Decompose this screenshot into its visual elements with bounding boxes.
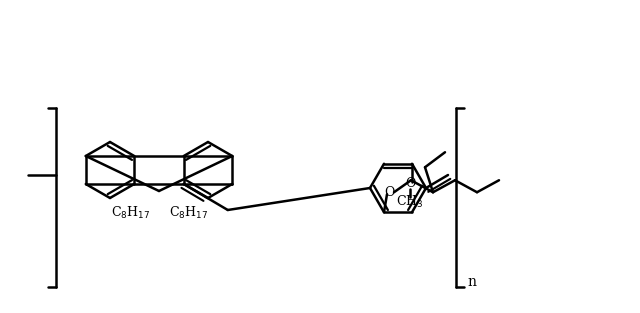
- Text: C$_8$H$_{17}$: C$_8$H$_{17}$: [111, 205, 150, 221]
- Text: O: O: [384, 186, 394, 199]
- Text: C$_8$H$_{17}$: C$_8$H$_{17}$: [170, 205, 209, 221]
- Text: n: n: [467, 275, 477, 289]
- Text: O: O: [405, 177, 415, 190]
- Text: CH$_3$: CH$_3$: [396, 194, 424, 210]
